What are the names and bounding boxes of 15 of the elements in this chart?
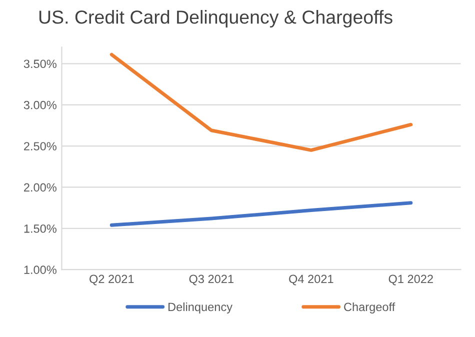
legend-label: Chargeoff — [344, 302, 396, 314]
legend-label: Delinquency — [168, 302, 232, 314]
y-tick-label: 3.50% — [24, 60, 56, 68]
x-tick-label: Q4 2021 — [289, 274, 334, 286]
y-tick-label: 1.00% — [24, 266, 56, 274]
chart-title: US. Credit Card Delinquency & Chargeoffs — [39, 10, 392, 28]
x-tick-label: Q2 2021 — [90, 274, 134, 286]
line-series — [110, 201, 413, 227]
x-tick-label: Q3 2021 — [189, 274, 234, 286]
x-tick-label: Q1 2022 — [388, 274, 433, 286]
y-tick-label: 2.00% — [24, 183, 56, 192]
line-series — [110, 52, 413, 152]
y-tick-label: 1.50% — [24, 224, 56, 233]
y-tick-label: 2.50% — [24, 142, 56, 150]
y-tick-label: 3.00% — [24, 100, 56, 110]
